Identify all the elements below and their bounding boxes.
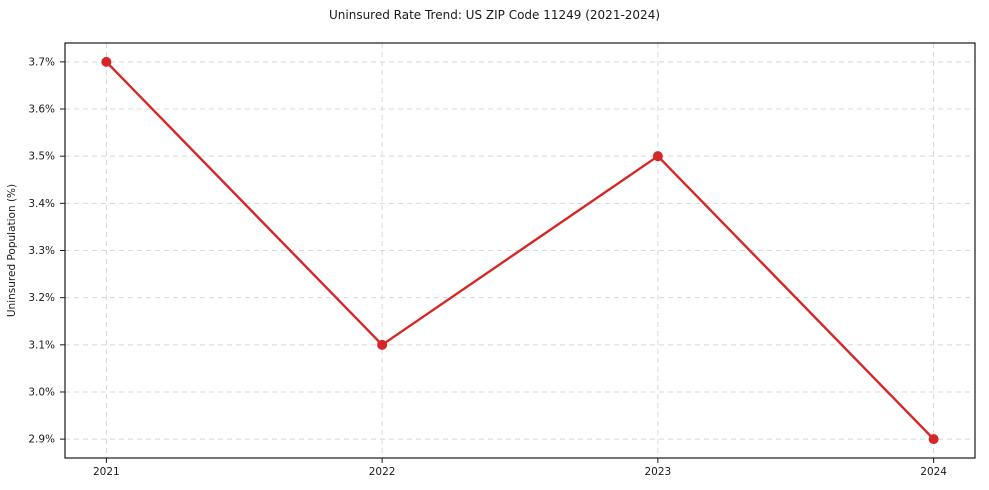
y-tick-label: 3.2% (28, 292, 55, 304)
y-tick-label: 3.5% (28, 151, 55, 163)
data-point (652, 151, 663, 162)
x-tick-label: 2021 (93, 466, 120, 478)
x-tick-label: 2022 (369, 466, 396, 478)
y-tick-label: 3.0% (28, 386, 55, 398)
y-tick-label: 3.7% (28, 56, 55, 68)
data-point (101, 56, 112, 67)
x-tick-label: 2023 (645, 466, 672, 478)
y-tick-label: 3.4% (28, 198, 55, 210)
data-point (928, 434, 939, 445)
y-tick-label: 3.1% (28, 339, 55, 351)
y-tick-label: 3.3% (28, 245, 55, 257)
data-point (377, 339, 388, 350)
x-tick-label: 2024 (920, 466, 947, 478)
y-tick-label: 3.6% (28, 104, 55, 116)
trend-line (105, 60, 935, 441)
chart-title: Uninsured Rate Trend: US ZIP Code 11249 … (328, 8, 661, 22)
y-axis-label: Uninsured Population (%) (6, 184, 18, 317)
y-tick-label: 2.9% (28, 434, 55, 446)
